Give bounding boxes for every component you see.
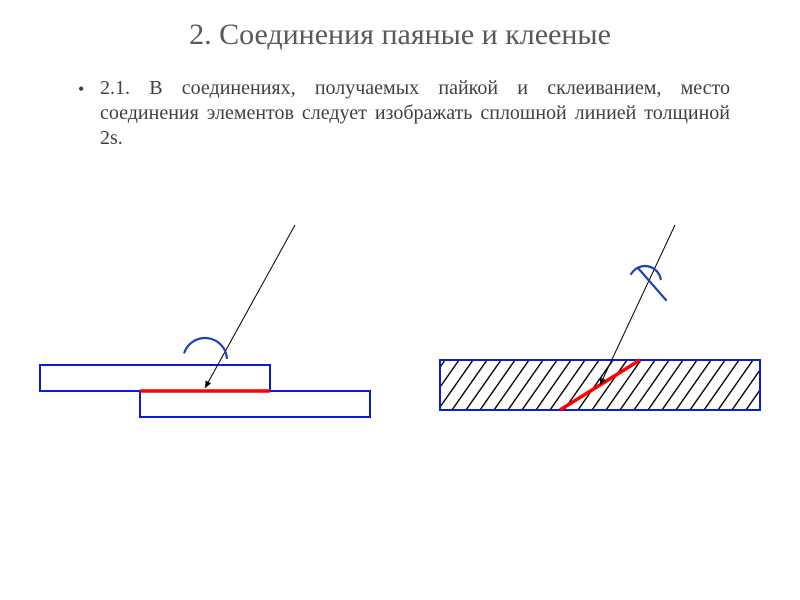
diagrams-svg xyxy=(0,210,800,560)
right-hatch xyxy=(340,210,800,450)
left-top-plate xyxy=(40,365,270,391)
left-leader xyxy=(205,225,295,388)
left-bottom-plate xyxy=(140,391,370,417)
diagram-stage xyxy=(0,210,800,560)
bullet-marker: • xyxy=(78,78,84,101)
body-paragraph-container: • 2.1. В соединениях, получаемых пайкой … xyxy=(0,52,800,151)
left-solder-symbol xyxy=(184,338,227,358)
body-paragraph: 2.1. В соединениях, получаемых пайкой и … xyxy=(100,76,730,151)
page-title: 2. Соединения паяные и клееные xyxy=(0,0,800,52)
